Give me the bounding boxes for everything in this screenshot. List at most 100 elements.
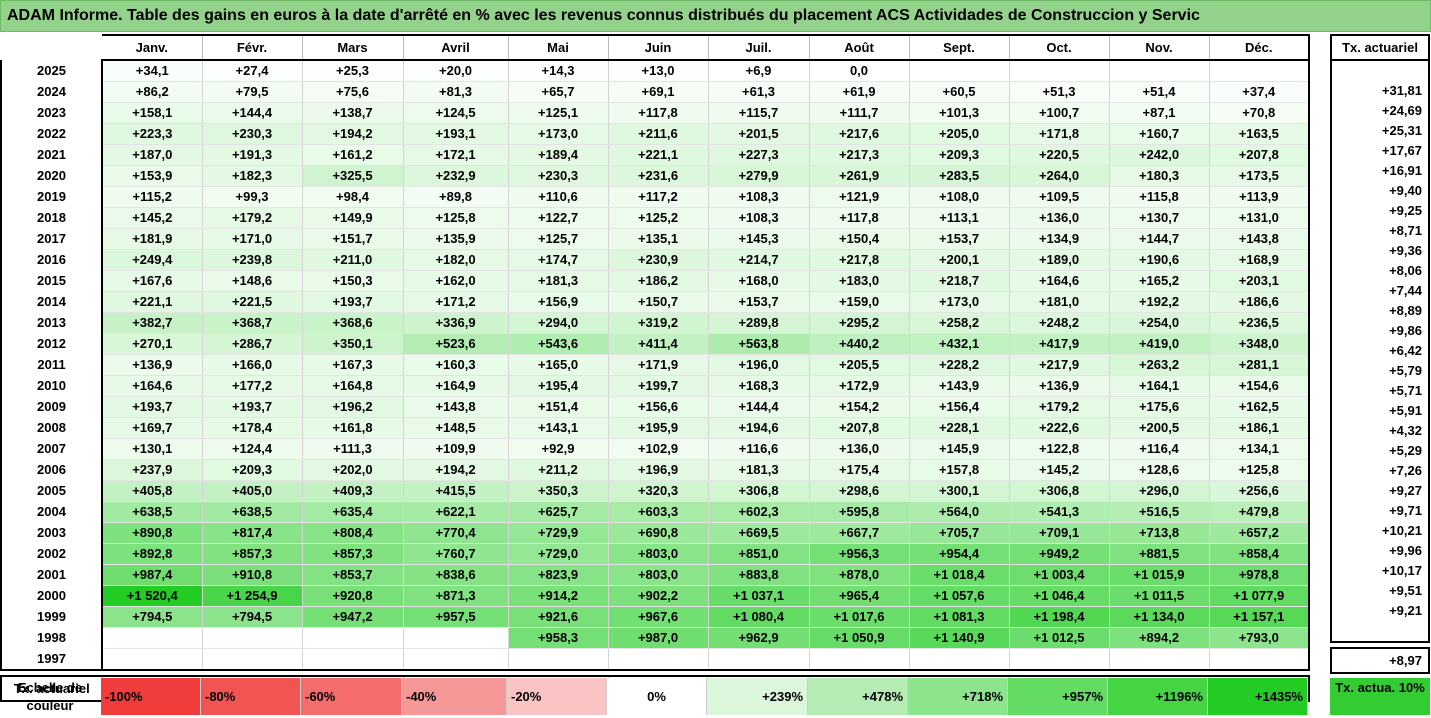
gain-cell: +1 017,6 [809, 606, 910, 628]
gain-cell: +115,2 [102, 186, 203, 208]
gain-cell: +175,6 [1109, 396, 1210, 418]
gain-cell: +177,2 [202, 375, 303, 397]
gain-cell: +108,3 [708, 186, 810, 208]
gain-cell: +479,8 [1209, 501, 1310, 523]
gain-cell: +124,5 [403, 102, 509, 124]
gain-cell: +154,6 [1209, 375, 1310, 397]
gain-cell: +564,0 [909, 501, 1010, 523]
gain-cell: +113,9 [1209, 186, 1310, 208]
gain-cell: +237,9 [102, 459, 203, 481]
gain-cell: +221,5 [202, 291, 303, 313]
gain-cell: +211,6 [608, 123, 709, 145]
side-row: +7,26 [1330, 461, 1430, 481]
gain-cell: +264,0 [1009, 165, 1110, 187]
gain-cell [1009, 60, 1110, 82]
gain-cell: +110,6 [508, 186, 609, 208]
side-row: +5,79 [1330, 361, 1430, 381]
gain-cell: +298,6 [809, 480, 910, 502]
gain-cell: +136,0 [809, 438, 910, 460]
gain-cell: +270,1 [102, 333, 203, 355]
gain-cell: +143,9 [909, 375, 1010, 397]
gain-cell: +162,0 [403, 270, 509, 292]
gain-cell: +258,2 [909, 312, 1010, 334]
gain-cell: +157,8 [909, 459, 1010, 481]
gain-cell: +125,7 [508, 228, 609, 250]
actuarial-rate-cell: +9,25 [1330, 201, 1430, 221]
gain-cell: +667,7 [809, 522, 910, 544]
gain-cell: +713,8 [1109, 522, 1210, 544]
gain-cell: +187,0 [102, 144, 203, 166]
month-header: Oct. [1009, 34, 1110, 61]
gain-cell: +168,9 [1209, 249, 1310, 271]
gain-cell: +289,8 [708, 312, 810, 334]
table-row: 2002 +892,8 +857,3 +857,3 +760,7 +729,0 +803,0… [0, 543, 1310, 565]
year-cell: 2008 [0, 417, 103, 439]
month-header: Janv. [102, 34, 203, 61]
gain-cell: +69,1 [608, 81, 709, 103]
actuarial-rate-cell [1330, 60, 1430, 81]
gain-cell: +173,0 [909, 291, 1010, 313]
table-row: 2015 +167,6 +148,6 +150,3 +162,0 +181,3 +186,2… [0, 270, 1310, 292]
table-row: 1999 +794,5 +794,5 +947,2 +957,5 +921,6 +967,6… [0, 606, 1310, 628]
gain-cell: +171,0 [202, 228, 303, 250]
gain-cell: +987,4 [102, 564, 203, 586]
gain-cell: +200,5 [1109, 417, 1210, 439]
gain-cell: +890,8 [102, 522, 203, 544]
gain-cell: +108,3 [708, 207, 810, 229]
gain-cell: +415,5 [403, 480, 509, 502]
table-row: 2017 +181,9 +171,0 +151,7 +135,9 +125,7 +135,1… [0, 228, 1310, 250]
gain-cell: +350,3 [508, 480, 609, 502]
gain-cell: +201,5 [708, 123, 810, 145]
gain-cell: +189,4 [508, 144, 609, 166]
gain-cell: +348,0 [1209, 333, 1310, 355]
gain-cell: +92,9 [508, 438, 609, 460]
gain-cell: +300,1 [909, 480, 1010, 502]
scale-swatch: -60% [301, 678, 402, 715]
gain-cell: +760,7 [403, 543, 509, 565]
year-cell: 2022 [0, 123, 103, 145]
gain-cell: +150,4 [809, 228, 910, 250]
scale-swatch: -20% [507, 678, 607, 715]
gain-cell: +51,3 [1009, 81, 1110, 103]
gain-cell: +150,3 [302, 270, 404, 292]
gain-cell: +181,0 [1009, 291, 1110, 313]
gain-cell: +249,4 [102, 249, 203, 271]
gain-cell: +541,3 [1009, 501, 1110, 523]
gain-cell: +117,8 [809, 207, 910, 229]
year-cell: 2018 [0, 207, 103, 229]
side-footer-row: +8,97 [1330, 647, 1430, 674]
gain-cell: +978,8 [1209, 564, 1310, 586]
gain-cell: +193,7 [302, 291, 404, 313]
gain-cell: +175,4 [809, 459, 910, 481]
report-title: ADAM Informe. Table des gains en euros à… [0, 0, 1431, 32]
actuarial-rate-cell: +16,91 [1330, 161, 1430, 181]
gain-cell: +729,0 [508, 543, 609, 565]
gain-cell: +207,8 [1209, 144, 1310, 166]
gain-cell: +164,6 [102, 375, 203, 397]
gain-cell: +894,2 [1109, 627, 1210, 649]
gain-cell: +115,8 [1109, 186, 1210, 208]
gain-cell: +195,4 [508, 375, 609, 397]
gain-cell: +183,0 [809, 270, 910, 292]
gain-cell: +965,4 [809, 585, 910, 607]
table-row: 2021 +187,0 +191,3 +161,2 +172,1 +189,4 +221,1… [0, 144, 1310, 166]
gain-cell: +1 081,3 [909, 606, 1010, 628]
gain-cell: +86,2 [102, 81, 203, 103]
gain-cell: +196,2 [302, 396, 404, 418]
gain-cell: +295,2 [809, 312, 910, 334]
actuarial-rate-cell: +6,42 [1330, 341, 1430, 361]
year-cell: 1999 [0, 606, 103, 628]
gain-cell: +286,7 [202, 333, 303, 355]
gain-cell: +417,9 [1009, 333, 1110, 355]
gain-cell: +1 018,4 [909, 564, 1010, 586]
side-header: Tx. actuariel [1330, 34, 1430, 61]
gain-cell: +161,8 [302, 417, 404, 439]
gain-cell: +130,7 [1109, 207, 1210, 229]
year-cell: 2023 [0, 102, 103, 124]
gain-cell: +817,4 [202, 522, 303, 544]
gain-cell: +902,2 [608, 585, 709, 607]
gain-cell: +144,7 [1109, 228, 1210, 250]
table-row: 1998 +958,3 +987,0 +962,9 +1 050,9 +1 140,9 +1… [0, 627, 1310, 649]
actuarial-rate-cell: +10,21 [1330, 521, 1430, 541]
gain-cell [909, 648, 1010, 671]
